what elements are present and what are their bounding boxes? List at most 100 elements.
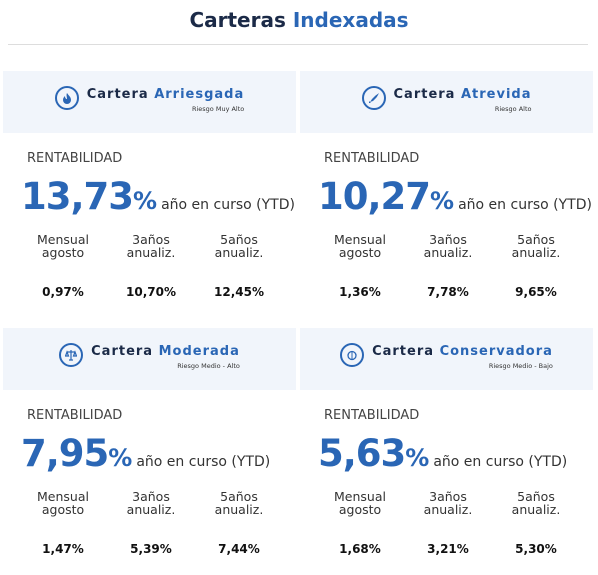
stat-label-line: 5años xyxy=(220,489,258,504)
name-part: Atrevida xyxy=(460,87,532,102)
section-label: RENTABILIDAD xyxy=(27,151,123,166)
ytd-return: 10,27% año en curso (YTD) xyxy=(318,175,592,218)
stat-label-line: anualiz. xyxy=(126,245,176,260)
name-part: Cartera xyxy=(393,87,456,102)
portfolio-card: Cartera Conservadora Riesgo Medio - Bajo R… xyxy=(300,328,593,573)
ytd-unit: % xyxy=(133,187,158,215)
section-label: RENTABILIDAD xyxy=(27,408,123,423)
ytd-value: 13,73 xyxy=(21,175,134,218)
stat-value: 3,21% xyxy=(427,542,469,556)
ytd-text: año en curso (YTD) xyxy=(136,454,271,470)
stat-label-line: anualiz. xyxy=(423,245,473,260)
stat-value: 10,70% xyxy=(126,285,176,299)
stat-label-line: Mensual xyxy=(334,489,386,504)
ytd-text: año en curso (YTD) xyxy=(433,454,568,470)
ytd-value: 5,63 xyxy=(318,432,406,475)
ytd-unit: % xyxy=(108,444,133,472)
name-part: Cartera xyxy=(86,87,149,102)
ytd-value: 10,27 xyxy=(318,175,431,218)
stat-value: 9,65% xyxy=(515,285,557,299)
stat-value: 1,36% xyxy=(339,285,381,299)
header-text: Cartera Atrevida Riesgo Alto xyxy=(394,86,532,113)
portfolio-name: Cartera Arriesgada xyxy=(87,86,245,104)
ytd-unit: % xyxy=(430,187,455,215)
stat-label: 5años anualiz. xyxy=(194,490,284,516)
stat-label: Mensual agosto xyxy=(18,490,108,516)
name-part: Arriesgada xyxy=(154,87,245,102)
stat-label-line: Mensual xyxy=(334,232,386,247)
stat-label-line: agosto xyxy=(338,502,382,517)
section-label: RENTABILIDAD xyxy=(324,151,420,166)
icon xyxy=(340,343,365,367)
header-text: Cartera Conservadora Riesgo Medio - Bajo xyxy=(372,343,553,370)
risk-level: Riesgo Muy Alto xyxy=(191,105,245,113)
stat-value: 5,30% xyxy=(515,542,557,556)
title-part: Indexadas xyxy=(292,8,409,32)
stat-label: 5años anualiz. xyxy=(491,233,581,259)
ytd-return: 5,63% año en curso (YTD) xyxy=(318,432,567,475)
stat-label-line: 5años xyxy=(517,489,555,504)
risk-level: Riesgo Medio - Alto xyxy=(177,362,240,370)
stat-label: Mensual agosto xyxy=(18,233,108,259)
stat-label-line: agosto xyxy=(338,245,382,260)
header-content: Cartera Moderada Riesgo Medio - Alto xyxy=(3,343,296,370)
stat-value: 1,47% xyxy=(42,542,84,556)
stat-label: 3años anualiz. xyxy=(403,233,493,259)
stat-label: Mensual agosto xyxy=(315,490,405,516)
card-header: Cartera Atrevida Riesgo Alto xyxy=(300,71,593,133)
stat-label-line: agosto xyxy=(41,502,85,517)
card-header: Cartera Moderada Riesgo Medio - Alto xyxy=(3,328,296,390)
risk-level: Riesgo Alto xyxy=(494,105,532,113)
risk-level: Riesgo Medio - Bajo xyxy=(488,362,553,370)
stat-label-line: 3años xyxy=(132,232,170,247)
page-title: Carteras Indexadas xyxy=(0,8,598,32)
portfolio-name: Cartera Conservadora xyxy=(372,343,553,361)
ytd-unit: % xyxy=(405,444,430,472)
stat-value: 0,97% xyxy=(42,285,84,299)
name-part: Cartera xyxy=(372,344,435,359)
ytd-text: año en curso (YTD) xyxy=(161,197,295,213)
header-content: Cartera Conservadora Riesgo Medio - Bajo xyxy=(300,343,593,370)
portfolio-card: Cartera Moderada Riesgo Medio - Alto RENTA… xyxy=(3,328,296,573)
stat-label-line: 3años xyxy=(132,489,170,504)
title-part: Carteras xyxy=(189,8,286,32)
header-content: Cartera Arriesgada Riesgo Muy Alto xyxy=(3,86,296,113)
stat-label-line: anualiz. xyxy=(126,502,176,517)
portfolio-card: Cartera Atrevida Riesgo Alto RENTABILIDAD 1… xyxy=(300,71,593,316)
stat-value: 7,78% xyxy=(427,285,469,299)
stat-label: 3años anualiz. xyxy=(403,490,493,516)
stat-label: 3años anualiz. xyxy=(106,490,196,516)
name-part: Conservadora xyxy=(439,344,553,359)
header-content: Cartera Atrevida Riesgo Alto xyxy=(300,86,593,113)
stat-label-line: 3años xyxy=(429,232,467,247)
ytd-return: 7,95% año en curso (YTD) xyxy=(21,432,270,475)
icon xyxy=(59,343,84,367)
stat-value: 12,45% xyxy=(214,285,264,299)
stat-label-line: anualiz. xyxy=(423,502,473,517)
card-header: Cartera Conservadora Riesgo Medio - Bajo xyxy=(300,328,593,390)
portfolio-name: Cartera Atrevida xyxy=(394,86,532,104)
name-part: Moderada xyxy=(158,344,240,359)
stat-label-line: 5años xyxy=(220,232,258,247)
stat-value: 5,39% xyxy=(130,542,172,556)
stat-label-line: anualiz. xyxy=(511,502,561,517)
ytd-text: año en curso (YTD) xyxy=(458,197,592,213)
stat-value: 1,68% xyxy=(339,542,381,556)
stat-label-line: 5años xyxy=(517,232,555,247)
icon xyxy=(54,86,79,110)
stat-value: 7,44% xyxy=(218,542,260,556)
icon xyxy=(361,86,386,110)
name-part: Cartera xyxy=(91,344,154,359)
stat-label: 5años anualiz. xyxy=(491,490,581,516)
stat-label-line: anualiz. xyxy=(511,245,561,260)
card-header: Cartera Arriesgada Riesgo Muy Alto xyxy=(3,71,296,133)
stat-label: Mensual agosto xyxy=(315,233,405,259)
header-text: Cartera Arriesgada Riesgo Muy Alto xyxy=(87,86,245,113)
stat-label-line: anualiz. xyxy=(214,245,264,260)
stat-label-line: 3años xyxy=(429,489,467,504)
stat-label-line: Mensual xyxy=(37,489,89,504)
section-label: RENTABILIDAD xyxy=(324,408,420,423)
stat-label-line: agosto xyxy=(41,245,85,260)
divider xyxy=(8,44,588,45)
